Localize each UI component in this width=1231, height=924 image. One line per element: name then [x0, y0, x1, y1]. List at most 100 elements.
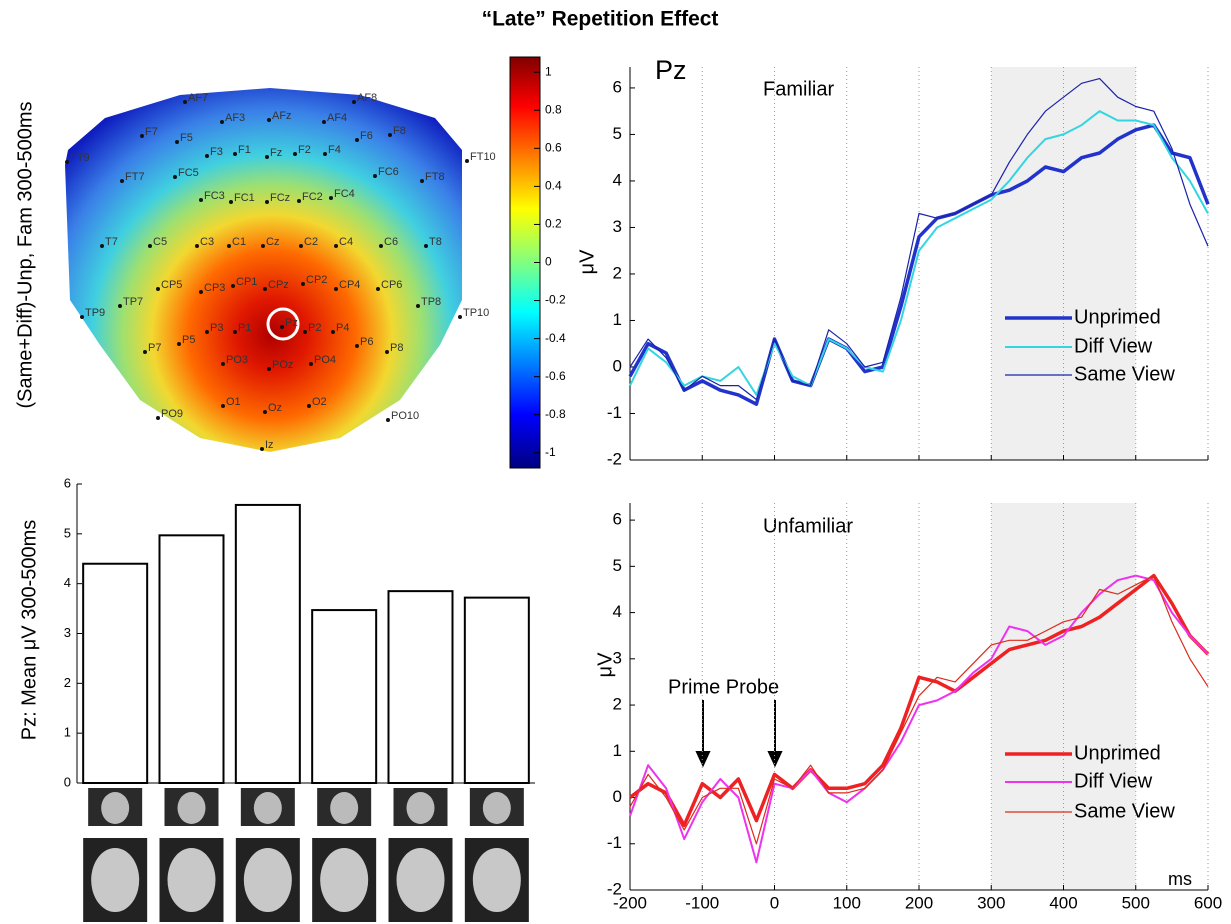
colorbar-tick-label: -0.6	[545, 369, 566, 383]
y-tick-label: 6	[613, 77, 622, 96]
legend-label: Same View	[1074, 800, 1175, 822]
electrode-label: PO3	[226, 354, 248, 366]
electrode-label: FC5	[178, 167, 199, 179]
electrode	[260, 447, 264, 451]
x-tick-label: 500	[1122, 893, 1150, 912]
electrode-label: CP4	[339, 279, 360, 291]
electrode	[231, 284, 235, 288]
face-small-shape	[406, 792, 435, 824]
bar	[82, 562, 149, 784]
electrode	[199, 290, 203, 294]
electrode	[297, 199, 301, 203]
electrode	[156, 416, 160, 420]
face-small-shape	[177, 792, 206, 824]
electrode-label: FC4	[334, 188, 355, 200]
face-small-shape	[482, 792, 511, 824]
electrode-label: O2	[312, 396, 327, 408]
electrode-label: FT8	[425, 171, 445, 183]
colorbar-tick-label: 0.4	[545, 179, 562, 193]
electrode	[233, 152, 237, 156]
legend-label: Same View	[1074, 363, 1175, 385]
y-tick-label: 1	[613, 741, 622, 760]
electrode	[229, 200, 233, 204]
electrode	[140, 134, 144, 138]
electrode	[388, 133, 392, 137]
y-tick-label: 5	[613, 556, 622, 575]
y-axis-label: Pz: Mean μV 300-500ms	[18, 520, 40, 741]
electrode-label: PO9	[161, 408, 183, 420]
electrode-label: Pz	[285, 317, 298, 329]
y-tick-label: 4	[613, 170, 622, 189]
bar	[158, 534, 225, 784]
electrode	[280, 325, 284, 329]
electrode	[205, 330, 209, 334]
electrode-label: F8	[393, 125, 406, 137]
y-tick-label: -2	[607, 449, 622, 468]
electrode-label: F6	[360, 130, 373, 142]
electrode	[173, 175, 177, 179]
y-tick-label: 0	[613, 787, 622, 806]
electrode	[227, 244, 231, 248]
face-small-shape	[253, 792, 282, 824]
y-tick-label: 2	[64, 675, 71, 690]
colorbar-tick-label: 1	[545, 64, 552, 78]
electrode	[263, 287, 267, 291]
y-axis-label: (Same+Diff)-Unp, Fam 300-500ms	[14, 102, 36, 409]
electrode-label: P1	[238, 322, 251, 334]
electrode	[118, 304, 122, 308]
electrode-label: FC3	[204, 190, 225, 202]
electrode	[424, 244, 428, 248]
electrode-label: P6	[360, 336, 373, 348]
y-tick-label: 5	[64, 525, 71, 540]
electrode-label: FT7	[125, 171, 145, 183]
electrode	[355, 344, 359, 348]
electrode-label: Iz	[265, 439, 274, 451]
electrode	[307, 404, 311, 408]
bar	[311, 609, 378, 784]
electrode	[386, 418, 390, 422]
electrode-label: C4	[339, 236, 353, 248]
electrode	[143, 350, 147, 354]
face-large-shape	[91, 848, 140, 912]
electrode	[334, 287, 338, 291]
electrode-label: CP2	[306, 274, 327, 286]
arrows	[695, 700, 783, 768]
electrode	[205, 154, 209, 158]
electrode-label: AF3	[225, 112, 245, 124]
face-large-shape	[472, 848, 521, 912]
y-tick-label: 0	[613, 356, 622, 375]
electrode	[148, 244, 152, 248]
y-tick-label: 4	[613, 602, 622, 621]
electrode-label: TP9	[85, 307, 105, 319]
legend-label: Unprimed	[1074, 742, 1161, 764]
electrode-label: Cz	[266, 236, 279, 248]
electrode-label: FC1	[234, 192, 255, 204]
electrode-label: TP10	[463, 307, 489, 319]
electrode-label: TP8	[421, 296, 441, 308]
electrode	[293, 152, 297, 156]
series-line	[629, 575, 1209, 845]
electrode-label: CP1	[236, 276, 257, 288]
electrode	[465, 159, 469, 163]
electrode	[267, 367, 271, 371]
chart-title: Pz	[655, 55, 687, 85]
electrode-label: AF8	[357, 92, 377, 104]
electrode	[65, 160, 69, 164]
electrode	[420, 179, 424, 183]
electrode	[301, 282, 305, 286]
face-small-shape	[330, 792, 359, 824]
colorbar-tick-label: -0.4	[545, 331, 566, 345]
colorbar-tick-label: -0.8	[545, 407, 566, 421]
scalp-map	[65, 88, 462, 452]
electrode-label: CP5	[161, 279, 182, 291]
electrode-label: F5	[180, 132, 193, 144]
electrode	[355, 138, 359, 142]
colorbar-tick-label: 0.2	[545, 217, 562, 231]
electrode	[331, 330, 335, 334]
y-tick-label: 1	[64, 725, 71, 740]
x-tick-label: -100	[685, 893, 719, 912]
electrode	[299, 244, 303, 248]
electrode-label: C3	[200, 236, 214, 248]
electrode-label: F2	[298, 144, 311, 156]
